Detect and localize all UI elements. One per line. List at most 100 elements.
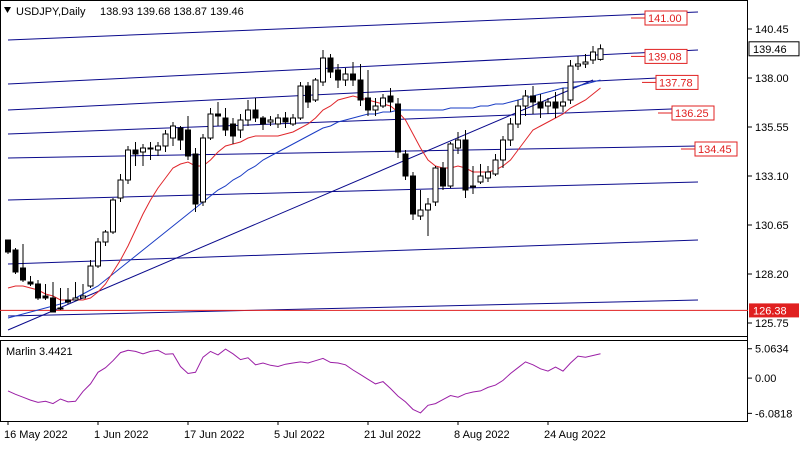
date-label: 17 Jun 2022 (184, 429, 245, 441)
candle (530, 86, 536, 114)
candle (582, 54, 589, 68)
candle (380, 94, 386, 108)
candle (80, 284, 86, 299)
price-tick-label: 138.00 (755, 73, 789, 85)
candle (395, 98, 401, 158)
channel-line-0 (7, 11, 699, 41)
candle (5, 239, 11, 254)
candle (402, 150, 409, 180)
candle-body (237, 119, 244, 131)
candle (597, 44, 604, 61)
candle (57, 288, 64, 310)
candle-body (267, 119, 274, 123)
candle-body (162, 133, 169, 147)
candle (320, 50, 326, 86)
candle (515, 100, 521, 128)
candle (462, 130, 469, 198)
candle (440, 162, 446, 190)
candle (552, 92, 559, 118)
candle (27, 276, 34, 286)
date-label: 1 Jun 2022 (94, 429, 148, 441)
date-label: 5 Jul 2022 (274, 429, 325, 441)
candle (537, 94, 544, 118)
candle (342, 68, 349, 86)
candle (125, 146, 131, 184)
price-tick-label: 133.10 (755, 171, 789, 183)
candle-body (477, 175, 484, 183)
candle-body (357, 79, 364, 101)
candle-body (515, 105, 521, 125)
candle-body (65, 299, 71, 303)
candle (567, 60, 574, 104)
indicator-tick-label: 5.0634 (755, 344, 789, 356)
candle (365, 70, 371, 116)
candle-body (500, 139, 506, 161)
level-label: 126.38 (753, 305, 787, 317)
candle-body (222, 117, 229, 131)
candle (417, 190, 424, 220)
candle (432, 166, 439, 206)
candle (492, 154, 499, 176)
candle (192, 148, 199, 212)
candle (447, 142, 454, 188)
candle-body (350, 73, 356, 81)
date-label: 21 Jul 2022 (364, 429, 421, 441)
indicator-tick-label: 0.00 (755, 373, 776, 385)
candle-body (132, 149, 139, 155)
candle-body (80, 295, 86, 299)
candle (590, 46, 596, 64)
ma-slow-line (7, 79, 601, 319)
candle (102, 230, 109, 246)
candle (275, 114, 281, 128)
candle-body (192, 153, 199, 205)
candle-body (312, 79, 319, 101)
price-tick-label: 125.75 (755, 318, 789, 330)
candle (35, 280, 41, 300)
candle (72, 282, 79, 301)
candle-body (320, 57, 326, 83)
level-label: 141.00 (648, 13, 682, 25)
candle (477, 164, 484, 184)
channel-line-8 (7, 79, 594, 331)
date-label: 16 May 2022 (4, 429, 68, 441)
price-tick-label: 140.45 (755, 24, 789, 36)
candle-body (200, 137, 206, 203)
indicator-name: Marlin 3.4421 (6, 346, 73, 358)
indicator-panel-frame (0, 340, 748, 422)
candle (162, 130, 169, 152)
candle-body (530, 95, 536, 103)
level-box (655, 74, 699, 90)
candle-body (155, 145, 161, 151)
level-box (644, 10, 688, 26)
level-box (644, 48, 688, 64)
candle-body (365, 97, 371, 111)
channel-line-4 (7, 145, 699, 159)
level-label: 136.25 (675, 108, 709, 120)
candle (252, 98, 259, 122)
candle-body (117, 179, 124, 199)
candle (230, 118, 236, 144)
candle (95, 238, 101, 268)
candle-body (147, 147, 154, 150)
candle-body (470, 185, 476, 188)
candle-body (170, 125, 176, 139)
candle (200, 134, 206, 206)
channel-line-2 (7, 75, 699, 111)
candle (267, 116, 274, 126)
candle (387, 88, 394, 112)
indicator-line: 5.0634 0.00 -6.0818 (7, 344, 792, 420)
level-label: 134.45 (698, 144, 732, 156)
candle-body (125, 149, 131, 181)
ma-fast-line (7, 87, 601, 301)
candle (65, 288, 71, 304)
channel-line-6 (7, 239, 699, 265)
candle (425, 198, 431, 236)
candle (215, 102, 221, 126)
candle (455, 132, 461, 154)
candle (245, 100, 251, 126)
candle-body (380, 97, 386, 107)
candle-body (207, 113, 214, 139)
candles (5, 44, 604, 313)
level-box (671, 105, 715, 121)
candle (357, 64, 364, 106)
